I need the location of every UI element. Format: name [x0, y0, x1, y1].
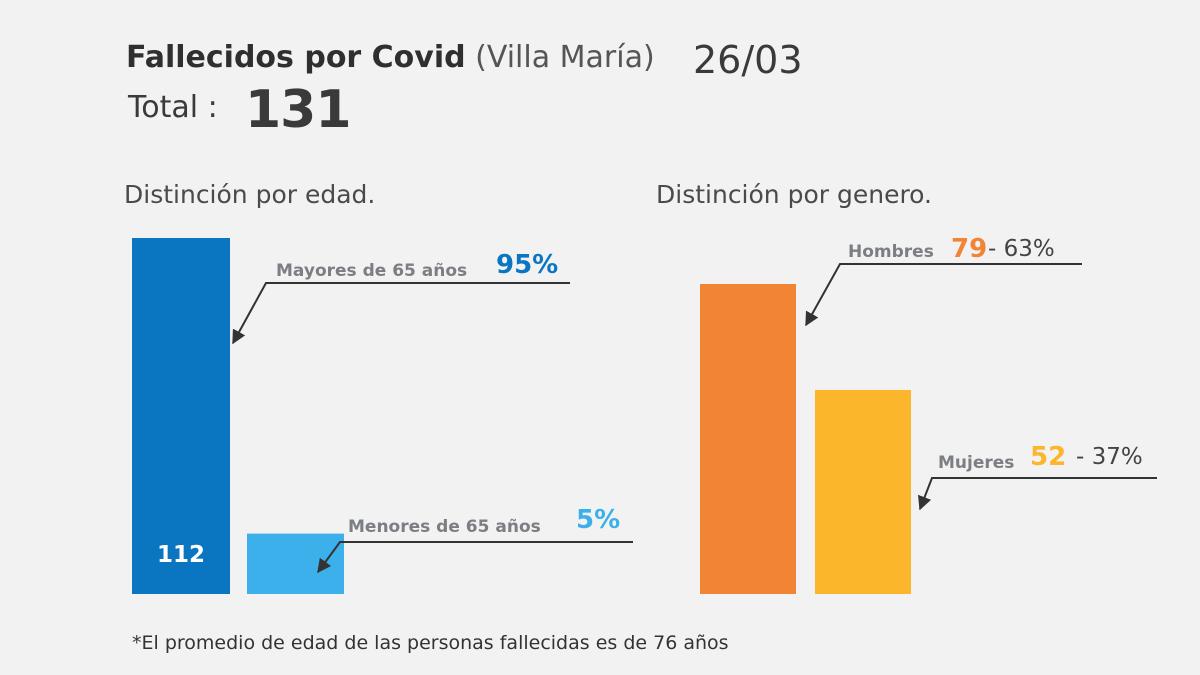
category-label-over-65: Mayores de 65 años — [276, 261, 467, 281]
category-label-under-65: Menores de 65 años — [348, 517, 541, 537]
title-main: Fallecidos por Covid — [126, 40, 466, 75]
percent-label-men: - 63% — [988, 236, 1055, 262]
category-label-men: Hombres — [848, 242, 934, 262]
bar-women — [815, 389, 911, 594]
value-label-women: 52 — [1030, 442, 1066, 472]
pointer-line-men — [805, 263, 1082, 327]
bar-age-over-65 — [132, 238, 230, 594]
pointer-line-over-65 — [232, 282, 570, 345]
footnote: *El promedio de edad de las personas fal… — [132, 632, 729, 654]
pointer-line-women — [918, 477, 1157, 511]
gender-section-title: Distinción por genero. — [656, 180, 932, 209]
chart-title: Fallecidos por Covid (Villa María) — [126, 40, 655, 75]
percent-label-under-65: 5% — [576, 505, 620, 535]
pointer-line-under-65 — [317, 541, 633, 574]
value-label-men: 79 — [951, 234, 987, 264]
report-date: 26/03 — [693, 38, 803, 82]
percent-label-over-65: 95% — [496, 250, 558, 280]
category-label-women: Mujeres — [938, 453, 1014, 473]
title-location: (Villa María) — [475, 40, 655, 75]
age-section-title: Distinción por edad. — [124, 180, 376, 209]
total-label: Total : — [128, 90, 218, 125]
total-value: 131 — [245, 80, 352, 140]
percent-label-women: - 37% — [1076, 444, 1143, 470]
value-label-under-65: 19 — [271, 545, 303, 571]
value-label-over-65: 112 — [157, 542, 205, 568]
bar-men — [700, 284, 796, 594]
